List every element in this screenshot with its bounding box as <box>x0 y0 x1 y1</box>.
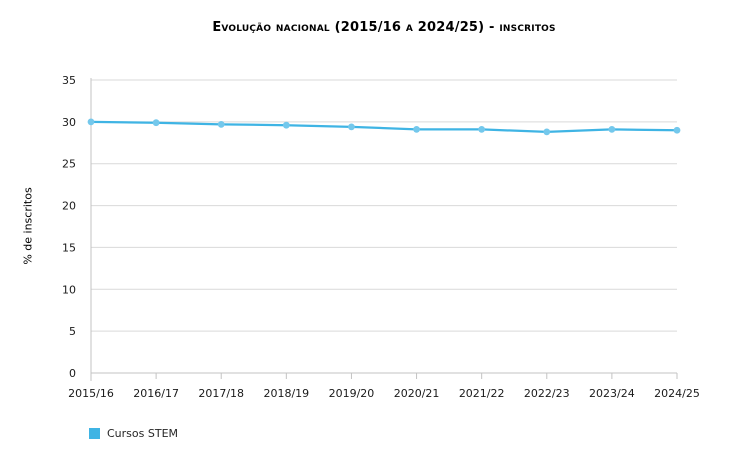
y-tick-label-10: 10 <box>62 283 76 296</box>
data-point-2021/22 <box>478 125 486 133</box>
y-tick-label-30: 30 <box>62 116 76 129</box>
data-point-2024/25 <box>673 126 681 134</box>
data-point-2023/24 <box>608 125 616 133</box>
legend-swatch-cursos-stem <box>89 428 100 439</box>
legend-label: Cursos STEM <box>107 427 179 440</box>
data-point-2018/19 <box>282 121 290 129</box>
x-tick-label-7: 2022/23 <box>524 387 570 400</box>
data-point-2020/21 <box>413 125 420 133</box>
data-point-2019/20 <box>348 123 355 131</box>
y-tick-label-20: 20 <box>62 200 76 213</box>
y-tick-label-5: 5 <box>69 325 76 338</box>
x-tick-label-3: 2018/19 <box>263 387 309 400</box>
y-tick-label-35: 35 <box>62 74 76 87</box>
data-point-2017/18 <box>217 120 225 128</box>
x-tick-label-6: 2021/22 <box>459 387 505 400</box>
x-tick-label-9: 2024/25 <box>654 387 700 400</box>
y-tick-label-15: 15 <box>62 241 76 254</box>
x-tick-label-5: 2020/21 <box>394 387 440 400</box>
y-tick-label-0: 0 <box>69 367 76 380</box>
x-tick-label-1: 2016/17 <box>133 387 179 400</box>
series-line-cursos-stem <box>89 120 679 134</box>
x-tick-label-0: 2015/16 <box>68 387 114 400</box>
data-point-2022/23 <box>543 128 551 136</box>
y-tick-label-25: 25 <box>62 158 76 171</box>
data-point-2015/16 <box>87 118 95 126</box>
data-point-2016/17 <box>152 119 160 127</box>
x-tick-label-2: 2017/18 <box>198 387 244 400</box>
x-tick-label-8: 2023/24 <box>589 387 635 400</box>
x-tick-label-4: 2019/20 <box>329 387 375 400</box>
legend: Cursos STEM <box>89 427 178 440</box>
chart-title: Evolução nacional (2015/16 a 2024/25) - … <box>212 20 556 35</box>
